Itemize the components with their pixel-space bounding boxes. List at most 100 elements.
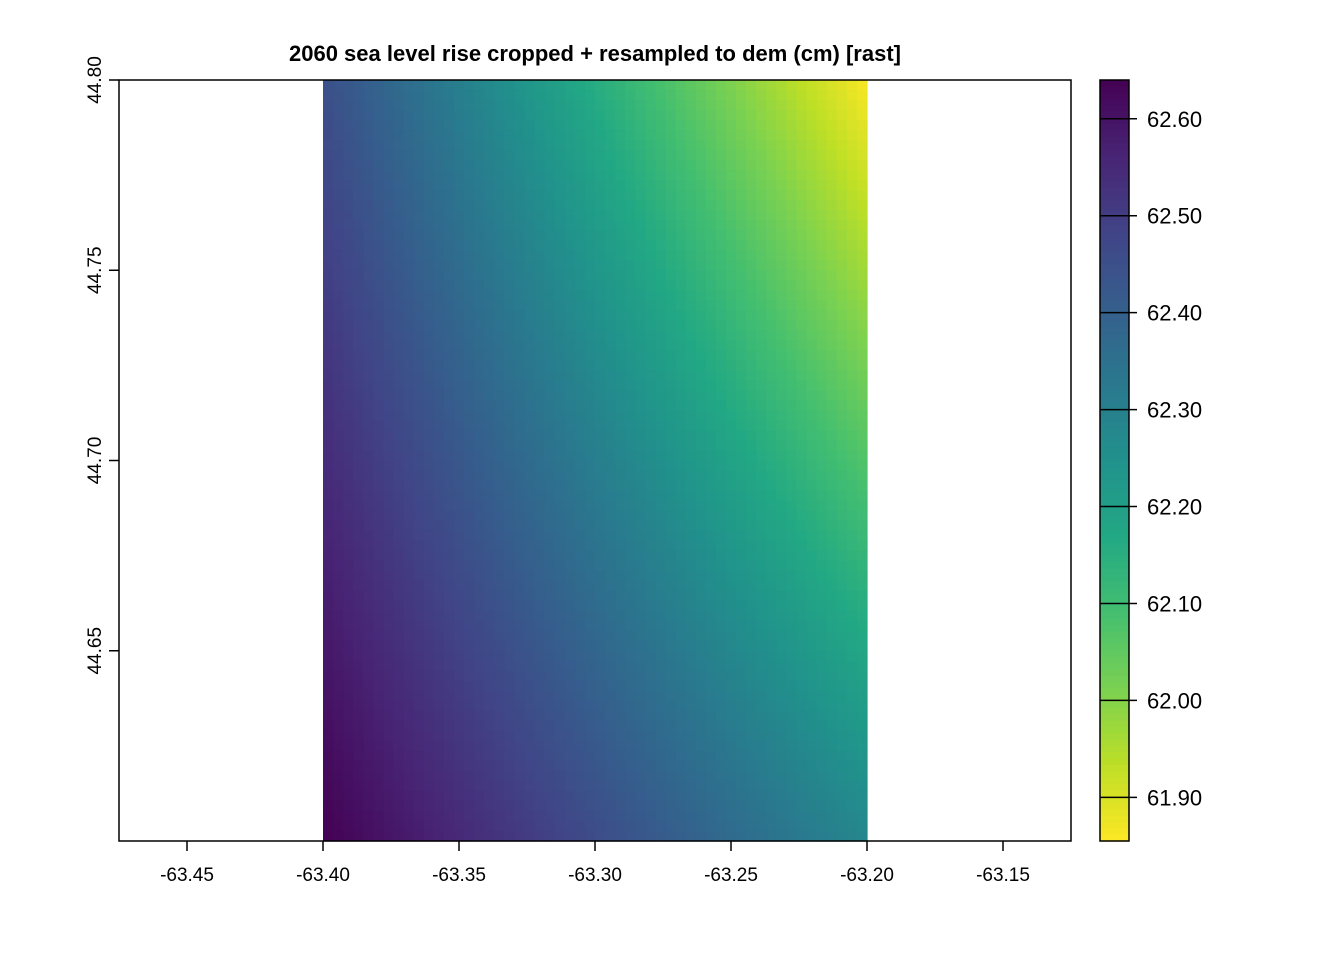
raster-cell — [413, 440, 425, 452]
raster-cell — [363, 690, 374, 702]
raster-cell — [766, 610, 777, 622]
raster-cell — [524, 290, 536, 301]
raster-cell — [524, 110, 536, 121]
raster-cell — [544, 370, 556, 381]
raster-cell — [504, 410, 515, 422]
raster-cell — [816, 400, 828, 412]
raster-cell — [383, 170, 395, 181]
raster-cell — [504, 520, 515, 532]
raster-cell — [605, 590, 616, 602]
raster-cell — [705, 590, 717, 602]
raster-cell — [423, 200, 435, 211]
legend-tick-label: 61.90 — [1147, 785, 1202, 810]
raster-cell — [544, 210, 556, 221]
raster-cell — [514, 750, 526, 762]
raster-cell — [474, 790, 485, 802]
raster-cell — [625, 380, 636, 391]
raster-cell — [615, 620, 626, 632]
raster-cell — [746, 350, 757, 361]
raster-cell — [846, 750, 858, 762]
raster-cell — [363, 760, 374, 772]
raster-cell — [373, 290, 385, 301]
raster-cell — [595, 190, 606, 201]
raster-cell — [524, 380, 536, 391]
raster-cell — [474, 820, 485, 832]
raster-cell — [605, 200, 616, 211]
raster-cell — [806, 770, 818, 782]
raster-cell — [333, 230, 344, 241]
raster-cell — [685, 650, 697, 662]
raster-cell — [685, 820, 697, 832]
raster-cell — [373, 580, 385, 592]
raster-cell — [655, 130, 667, 141]
raster-cell — [574, 390, 586, 402]
raster-cell — [504, 570, 515, 582]
raster-cell — [554, 790, 566, 802]
raster-cell — [675, 450, 687, 462]
raster-cell — [464, 370, 475, 381]
raster-cell — [423, 830, 435, 842]
raster-cell — [826, 460, 838, 472]
raster-cell — [595, 780, 606, 792]
raster-cell — [645, 600, 657, 612]
raster-cell — [836, 380, 848, 391]
raster-cell — [746, 310, 757, 321]
raster-cell — [373, 530, 385, 542]
raster-cell — [816, 750, 828, 762]
raster-cell — [705, 210, 717, 221]
raster-cell — [705, 150, 717, 161]
raster-cell — [655, 390, 667, 402]
raster-cell — [423, 160, 435, 171]
raster-cell — [635, 240, 646, 251]
raster-cell — [373, 80, 385, 91]
raster-cell — [484, 280, 495, 291]
raster-cell — [443, 500, 455, 512]
raster-cell — [685, 130, 697, 141]
raster-cell — [574, 180, 586, 191]
raster-cell — [695, 410, 707, 422]
raster-cell — [323, 230, 334, 241]
raster-cell — [705, 760, 717, 772]
raster-cell — [685, 80, 697, 91]
legend-color-step — [1100, 320, 1129, 328]
raster-cell — [423, 110, 435, 121]
raster-cell — [605, 150, 616, 161]
raster-cell — [846, 610, 858, 622]
raster-cell — [615, 410, 626, 422]
raster-cell — [443, 200, 455, 211]
raster-cell — [554, 680, 566, 692]
raster-cell — [806, 760, 818, 772]
raster-cell — [383, 240, 395, 251]
raster-cell — [605, 240, 616, 251]
raster-cell — [635, 150, 646, 161]
raster-cell — [464, 440, 475, 452]
raster-cell — [423, 570, 435, 582]
raster-cell — [393, 200, 405, 211]
raster-cell — [836, 520, 848, 532]
raster-cell — [856, 700, 868, 712]
raster-cell — [826, 140, 838, 151]
raster-cell — [816, 120, 828, 131]
raster-cell — [423, 680, 435, 692]
raster-cell — [836, 130, 848, 141]
raster-cell — [544, 410, 556, 422]
raster-cell — [564, 460, 576, 472]
raster-cell — [725, 80, 737, 91]
raster-cell — [635, 630, 646, 642]
raster-cell — [826, 610, 838, 622]
raster-cell — [574, 750, 586, 762]
raster-cell — [655, 440, 667, 452]
raster-cell — [514, 430, 526, 442]
raster-cell — [766, 150, 777, 161]
raster-cell — [453, 740, 465, 752]
raster-cell — [786, 730, 798, 742]
raster-cell — [766, 680, 777, 692]
raster-cell — [605, 770, 616, 782]
x-tick-label: -63.30 — [568, 865, 622, 886]
raster-cell — [453, 160, 465, 171]
raster-cell — [746, 440, 757, 452]
raster-cell — [514, 450, 526, 462]
raster-cell — [695, 570, 707, 582]
raster-cell — [705, 670, 717, 682]
raster-cell — [725, 770, 737, 782]
